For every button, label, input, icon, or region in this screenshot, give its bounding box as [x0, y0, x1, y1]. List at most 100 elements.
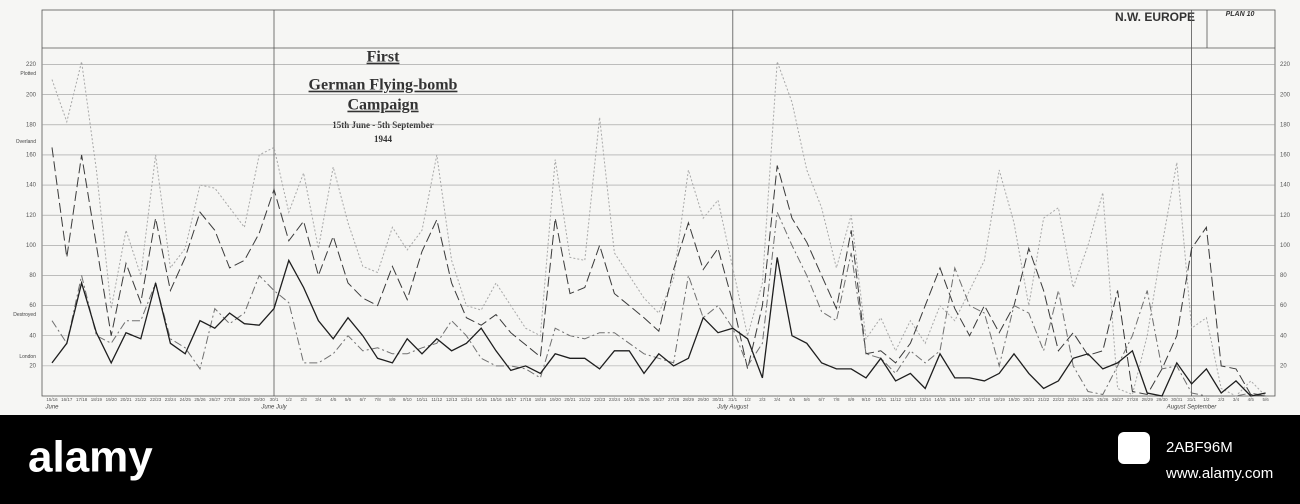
x-tick-label: 2/3 [759, 397, 766, 402]
x-tick-label: 22/23 [594, 397, 606, 402]
plan-label: PLAN 10 [1226, 11, 1255, 18]
x-tick-label: 25/26 [194, 397, 206, 402]
y2-tick-label: 200 [1280, 92, 1291, 98]
y2-tick-label: 20 [1280, 363, 1287, 369]
x-tick-label: 5/6 [1262, 397, 1269, 402]
x-tick-label: 1/2 [286, 397, 293, 402]
x-tick-label: 30/1 [270, 397, 279, 402]
x-tick-label: 19/20 [1008, 397, 1020, 402]
watermark-bar [0, 415, 1300, 504]
y-tick-label: 220 [26, 62, 37, 68]
x-tick-label: 21/22 [1038, 397, 1050, 402]
y2-tick-label: 40 [1280, 333, 1287, 339]
x-tick-label: 24/25 [180, 397, 192, 402]
x-tick-label: 16/17 [61, 397, 73, 402]
x-tick-label: 29/30 [254, 397, 266, 402]
x-tick-label: 10/11 [875, 397, 886, 402]
x-tick-label: 26/27 [209, 397, 221, 402]
x-tick-label: 3/4 [315, 397, 322, 402]
x-tick-label: 19/20 [106, 397, 118, 402]
x-tick-label: 23/24 [1068, 397, 1080, 402]
x-tick-label: 22/23 [1053, 397, 1065, 402]
y2-tick-label: 120 [1280, 213, 1291, 219]
watermark-icon [1118, 432, 1150, 464]
x-tick-label: 18/19 [535, 397, 547, 402]
x-tick-label: 25/26 [1097, 397, 1109, 402]
x-tick-label: 23/24 [165, 397, 177, 402]
x-tick-label: 14/15 [934, 397, 946, 402]
x-tick-label: 17/18 [979, 397, 991, 402]
series-line [51, 147, 1266, 397]
x-tick-label: 16/17 [505, 397, 517, 402]
y-tick-label: 20 [29, 363, 36, 369]
x-tick-label: 4/5 [789, 397, 796, 402]
x-tick-label: 18/19 [91, 397, 103, 402]
header: N.W. EUROPE [1115, 10, 1195, 24]
y-tick-label: 100 [26, 243, 37, 249]
x-tick-label: 29/30 [1156, 397, 1168, 402]
x-tick-label: 21/22 [135, 397, 147, 402]
y-tick-label: 180 [26, 122, 37, 128]
y-tick-label: 160 [26, 153, 37, 159]
x-tick-label: 27/28 [224, 397, 236, 402]
title-line: Campaign [347, 97, 418, 114]
y-tick-label: 140 [26, 183, 37, 189]
x-tick-label: 4/5 [1248, 397, 1255, 402]
series-label: Destroyed [13, 312, 36, 318]
x-tick-label: 31/1 [1187, 397, 1196, 402]
title-line: German Flying-bomb [309, 77, 458, 94]
x-tick-label: 10/11 [417, 397, 428, 402]
x-tick-label: 18/19 [994, 397, 1006, 402]
x-tick-label: 29/30 [698, 397, 710, 402]
x-tick-label: 24/25 [624, 397, 636, 402]
x-tick-label: 12/13 [446, 397, 458, 402]
watermark-brand: alamy [28, 433, 153, 482]
x-tick-label: 26/27 [1112, 397, 1124, 402]
x-tick-label: 27/28 [1127, 397, 1139, 402]
month-label: July August [716, 405, 748, 411]
x-tick-label: 13/14 [920, 397, 932, 402]
series-line [51, 257, 1266, 397]
x-tick-label: 17/18 [76, 397, 88, 402]
x-tick-label: 2/3 [1218, 397, 1225, 402]
x-tick-label: 6/7 [818, 397, 825, 402]
x-tick-label: 5/6 [345, 397, 352, 402]
x-tick-label: 3/4 [1233, 397, 1240, 402]
x-tick-label: 21/22 [579, 397, 591, 402]
x-tick-label: 1/2 [744, 397, 751, 402]
series-label: Plotted [20, 71, 36, 77]
y-tick-label: 60 [29, 303, 36, 309]
watermark-url: www.alamy.com [1165, 465, 1273, 482]
y-tick-label: 40 [29, 333, 36, 339]
x-tick-label: 2/3 [300, 397, 307, 402]
y2-tick-label: 160 [1280, 153, 1291, 159]
x-tick-label: 11/12 [890, 397, 901, 402]
x-tick-label: 20/21 [1023, 397, 1035, 402]
x-tick-label: 9/10 [403, 397, 412, 402]
series-line [51, 210, 1266, 397]
y2-tick-label: 180 [1280, 122, 1291, 128]
paper [0, 0, 1300, 415]
y2-tick-label: 140 [1280, 183, 1291, 189]
x-tick-label: 22/23 [150, 397, 162, 402]
title-line: First [367, 49, 401, 66]
x-tick-label: 30/31 [1171, 397, 1183, 402]
title-line: 1944 [374, 134, 393, 144]
month-label: August September [1166, 405, 1218, 411]
x-tick-label: 15/16 [949, 397, 961, 402]
y2-tick-label: 60 [1280, 303, 1287, 309]
x-tick-label: 23/24 [609, 397, 621, 402]
x-tick-label: 28/29 [239, 397, 251, 402]
series-label: Overland [16, 139, 37, 145]
x-tick-label: 16/17 [964, 397, 976, 402]
x-tick-label: 20/21 [120, 397, 132, 402]
x-tick-label: 13/14 [461, 397, 473, 402]
x-tick-label: 11/12 [431, 397, 442, 402]
x-tick-label: 20/21 [564, 397, 576, 402]
x-tick-label: 9/10 [862, 397, 871, 402]
series-label: London [19, 354, 36, 360]
y2-tick-label: 220 [1280, 62, 1291, 68]
x-tick-label: 17/18 [520, 397, 532, 402]
